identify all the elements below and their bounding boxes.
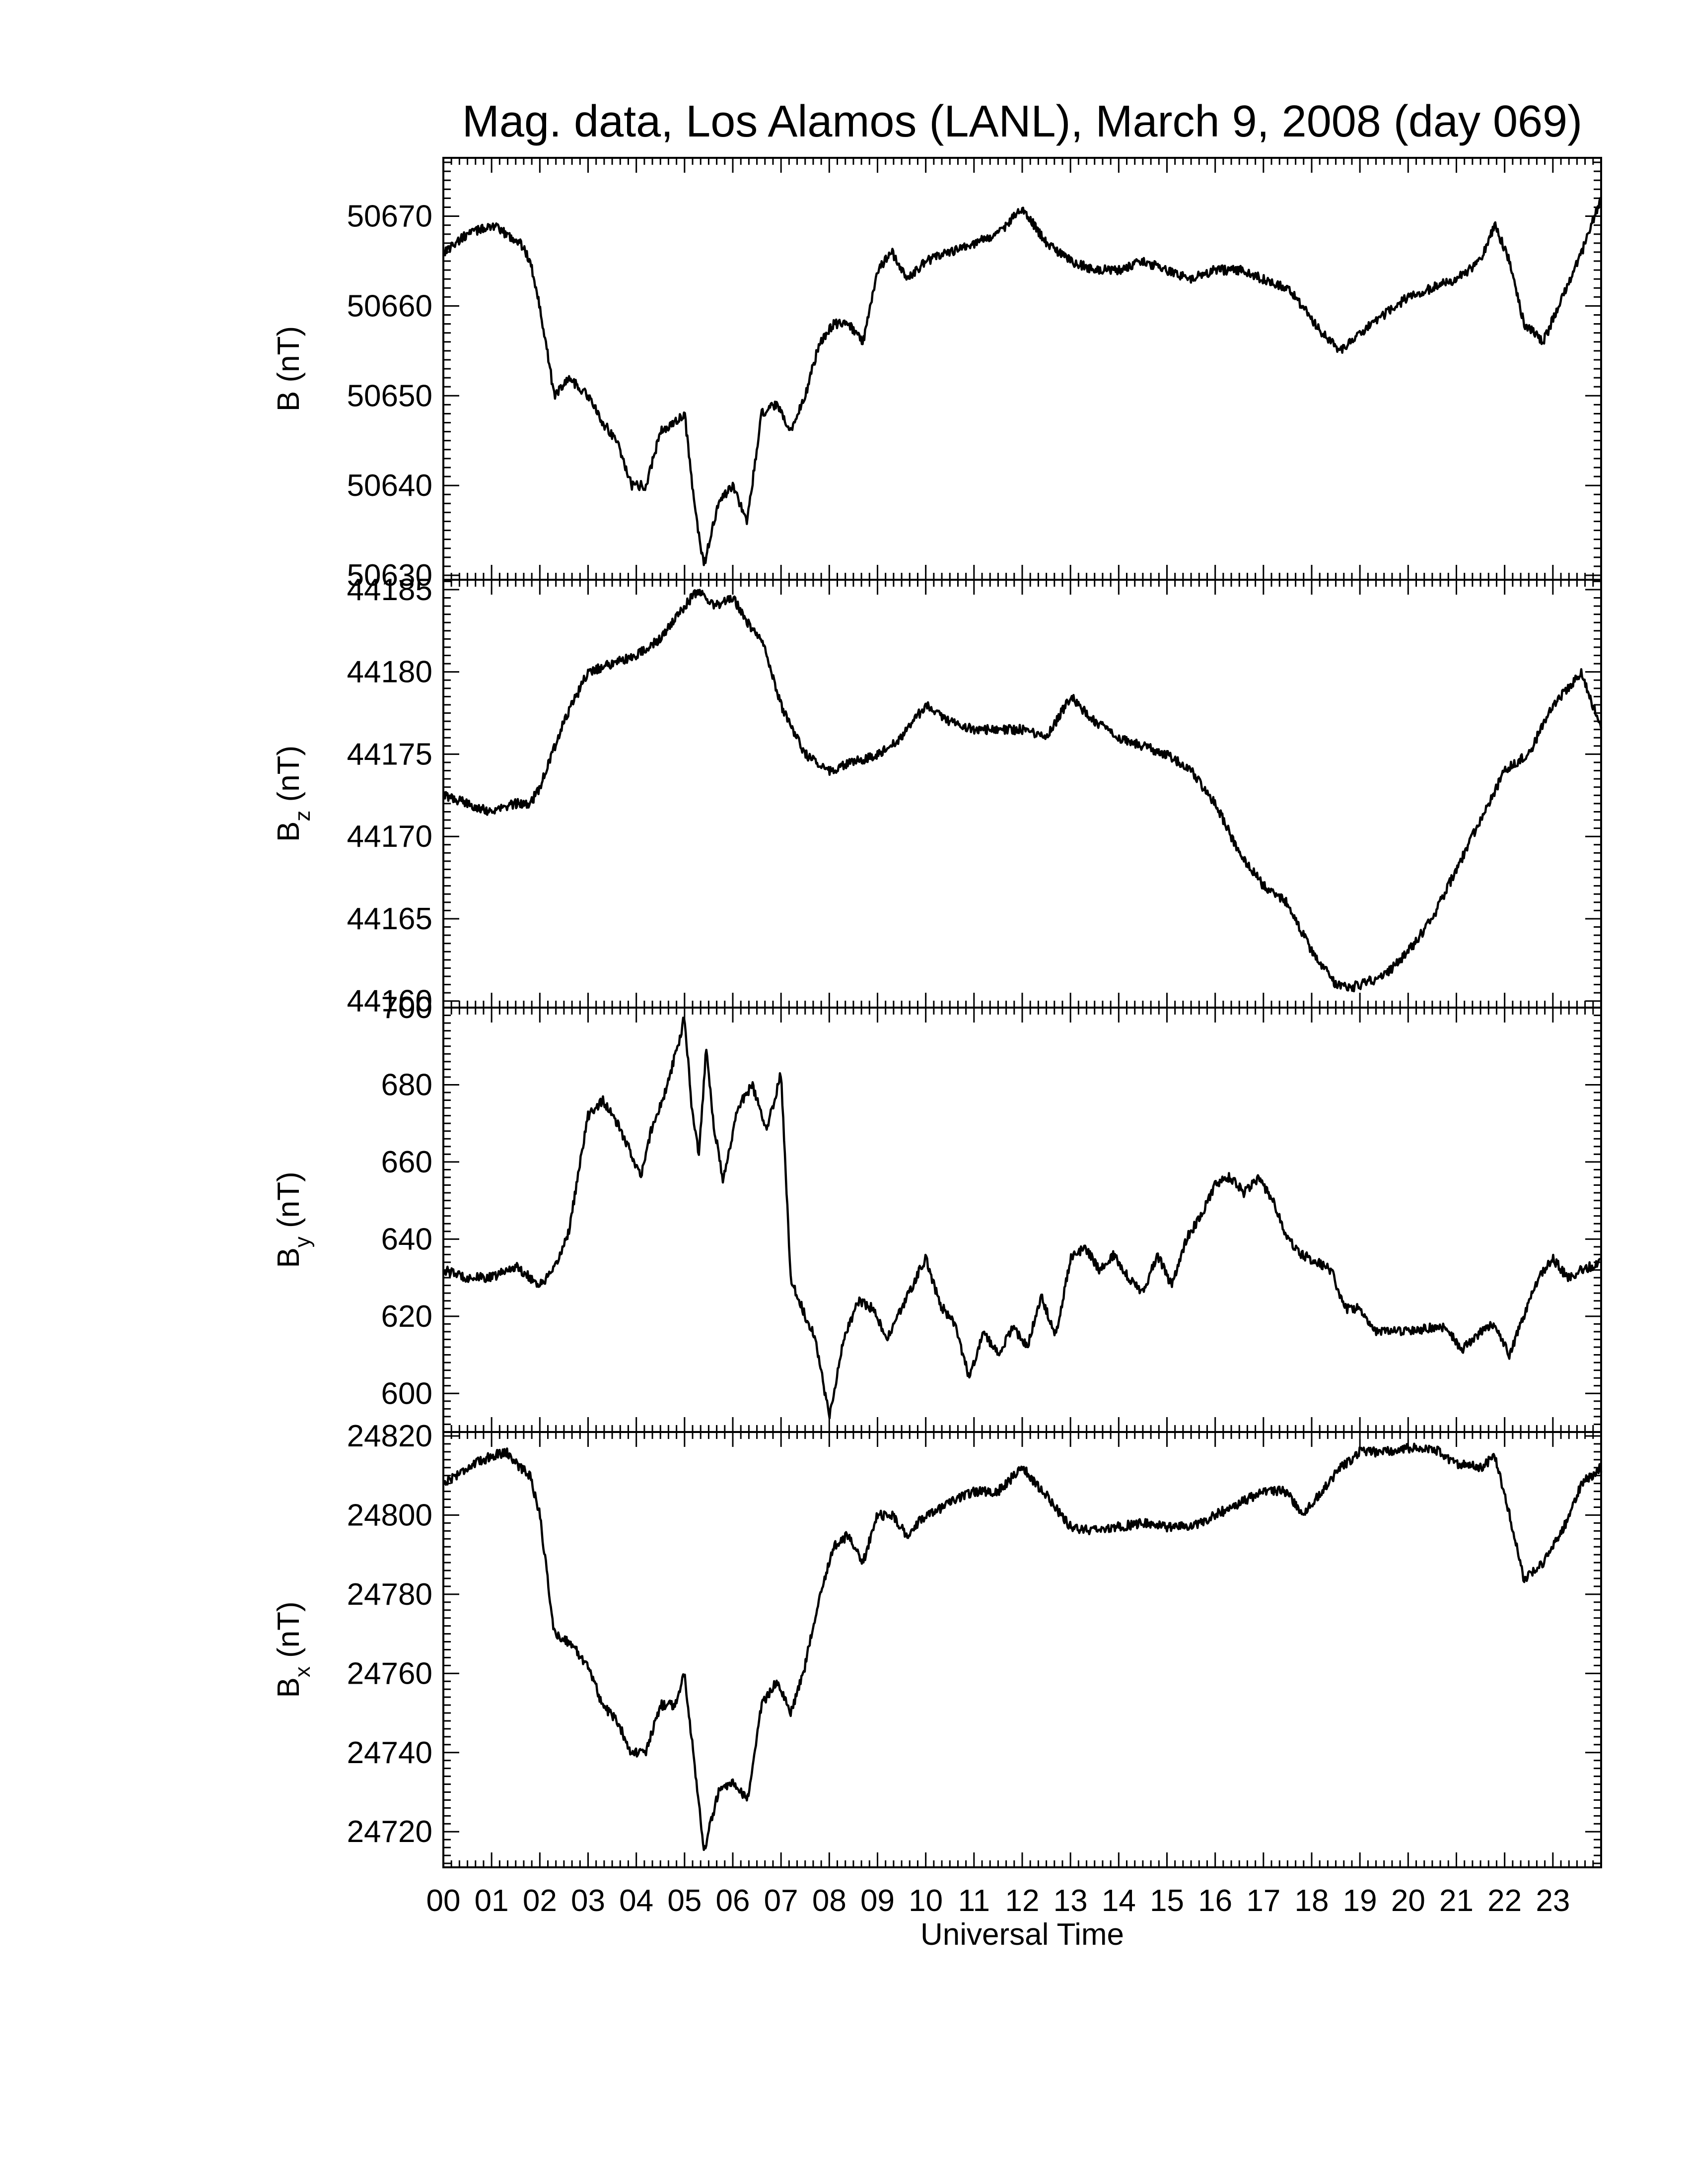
y-tick-label: 44175 [347,737,432,771]
y-axis-title: B (nT) [272,326,306,411]
panel-Bx: 24720 24740 24760 24780 24800 24820 Bx (nT) [272,1419,1603,1868]
x-axis-title: Universal Time [920,1917,1124,1952]
x-tick-label: 00 [426,1884,461,1918]
x-tick-label: 22 [1487,1884,1522,1918]
x-tick-label: 04 [619,1884,653,1918]
series-line-Bz [442,589,1603,993]
y-tick-label: 50630 [347,558,432,593]
y-tick-label: 620 [381,1299,432,1334]
y-tick-label: 44170 [347,819,432,854]
x-tick-label: 01 [475,1884,509,1918]
y-tick-label: 50640 [347,469,432,503]
x-tick-label: 13 [1054,1884,1088,1918]
series-line-B [442,197,1602,566]
x-tick-label: 16 [1198,1884,1232,1918]
x-tick-label: 21 [1439,1884,1474,1918]
x-tick-label: 09 [860,1884,895,1918]
y-tick-label: 660 [381,1145,432,1179]
y-tick-label: 44165 [347,902,432,936]
series-line-By [442,1017,1602,1420]
x-tick-label: 02 [523,1884,557,1918]
chart-title: Mag. data, Los Alamos (LANL), March 9, 2… [462,97,1582,146]
x-tick-label: 11 [958,1884,990,1918]
x-tick-label: 05 [667,1884,702,1918]
y-axis-title: By (nT) [272,1171,315,1268]
panel-By: 600 620 640 660 680 700 By (nT) [272,991,1602,1433]
x-tick-label: 08 [812,1884,846,1918]
y-tick-label: 24760 [347,1656,432,1691]
y-tick-label: 640 [381,1222,432,1256]
x-tick-label: 20 [1391,1884,1425,1918]
x-tick-label: 23 [1536,1884,1570,1918]
x-tick-label: 18 [1295,1884,1329,1918]
y-axis-title: Bz (nT) [272,746,315,842]
y-tick-label: 24740 [347,1736,432,1770]
y-tick-label: 700 [381,991,432,1025]
x-tick-labels: 00 01 02 03 04 05 06 07 08 09 10 11 12 13 14 15 16 17 18 19… [426,1884,1570,1918]
x-tick-label: 15 [1150,1884,1184,1918]
x-tick-label: 17 [1246,1884,1280,1918]
panel-Bz: 44160 44165 44170 44175 44180 44185 Bz (nT) [272,573,1603,1019]
y-tick-label: 24820 [347,1419,432,1453]
x-tick-label: 19 [1343,1884,1377,1918]
x-tick-label: 12 [1005,1884,1040,1918]
y-tick-label: 24720 [347,1815,432,1849]
y-tick-label: 44185 [347,573,432,607]
y-tick-label: 50650 [347,379,432,413]
x-tick-label: 10 [909,1884,943,1918]
x-tick-label: 03 [571,1884,605,1918]
y-tick-label: 44180 [347,655,432,689]
y-tick-label: 680 [381,1068,432,1102]
y-tick-label: 24800 [347,1498,432,1532]
y-axis-title: Bx (nT) [272,1601,315,1698]
y-tick-label: 50670 [347,200,432,234]
x-tick-label: 06 [716,1884,750,1918]
panel-B: 50630 50640 50650 50660 50670 B (nT) [272,157,1602,593]
y-tick-label: 24780 [347,1577,432,1612]
series-line-Bx [442,1442,1603,1851]
x-tick-label: 07 [764,1884,798,1918]
y-tick-label: 50660 [347,289,432,323]
y-tick-label: 600 [381,1376,432,1411]
y-tick-label: 44160 [347,984,432,1019]
x-tick-label: 14 [1102,1884,1136,1918]
